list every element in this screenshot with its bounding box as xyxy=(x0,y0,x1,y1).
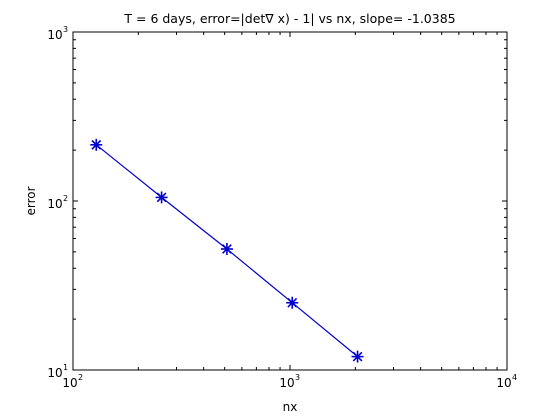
x-tick-label-exponent: 4 xyxy=(512,373,517,382)
marker-stroke xyxy=(156,192,167,203)
y-tick-label: 10 xyxy=(47,366,62,380)
data-point-marker xyxy=(220,242,233,255)
chart-title: T = 6 days, error=|det∇ x) - 1| vs nx, s… xyxy=(123,11,455,26)
x-tick-label: 10 xyxy=(496,376,511,390)
y-tick-label-exponent: 3 xyxy=(63,25,68,34)
axis-ticks xyxy=(72,31,508,371)
x-axis-label: nx xyxy=(283,400,298,414)
x-tick-label: 10 xyxy=(279,376,294,390)
marker-stroke xyxy=(91,139,102,150)
tick-labels: 10 2 10 3 10 410 110 210 3 xyxy=(47,25,517,390)
y-axis-label: error xyxy=(24,186,38,215)
plot-area xyxy=(72,31,508,371)
data-point-marker xyxy=(155,191,168,204)
y-tick-label: 10 xyxy=(47,28,62,42)
data-point-marker xyxy=(286,296,299,309)
y-tick-label: 10 xyxy=(47,197,62,211)
data-point-marker xyxy=(90,138,103,151)
marker-stroke xyxy=(287,297,298,308)
data-series xyxy=(90,138,364,363)
y-tick-label-exponent: 1 xyxy=(63,363,68,372)
x-tick-label: 10 xyxy=(62,376,77,390)
marker-stroke xyxy=(222,244,232,254)
marker-stroke xyxy=(352,351,363,362)
x-tick-label-exponent: 3 xyxy=(295,373,300,382)
y-tick-label-exponent: 2 xyxy=(63,194,68,203)
x-tick-label-exponent: 2 xyxy=(78,373,83,382)
data-point-marker xyxy=(351,350,364,363)
